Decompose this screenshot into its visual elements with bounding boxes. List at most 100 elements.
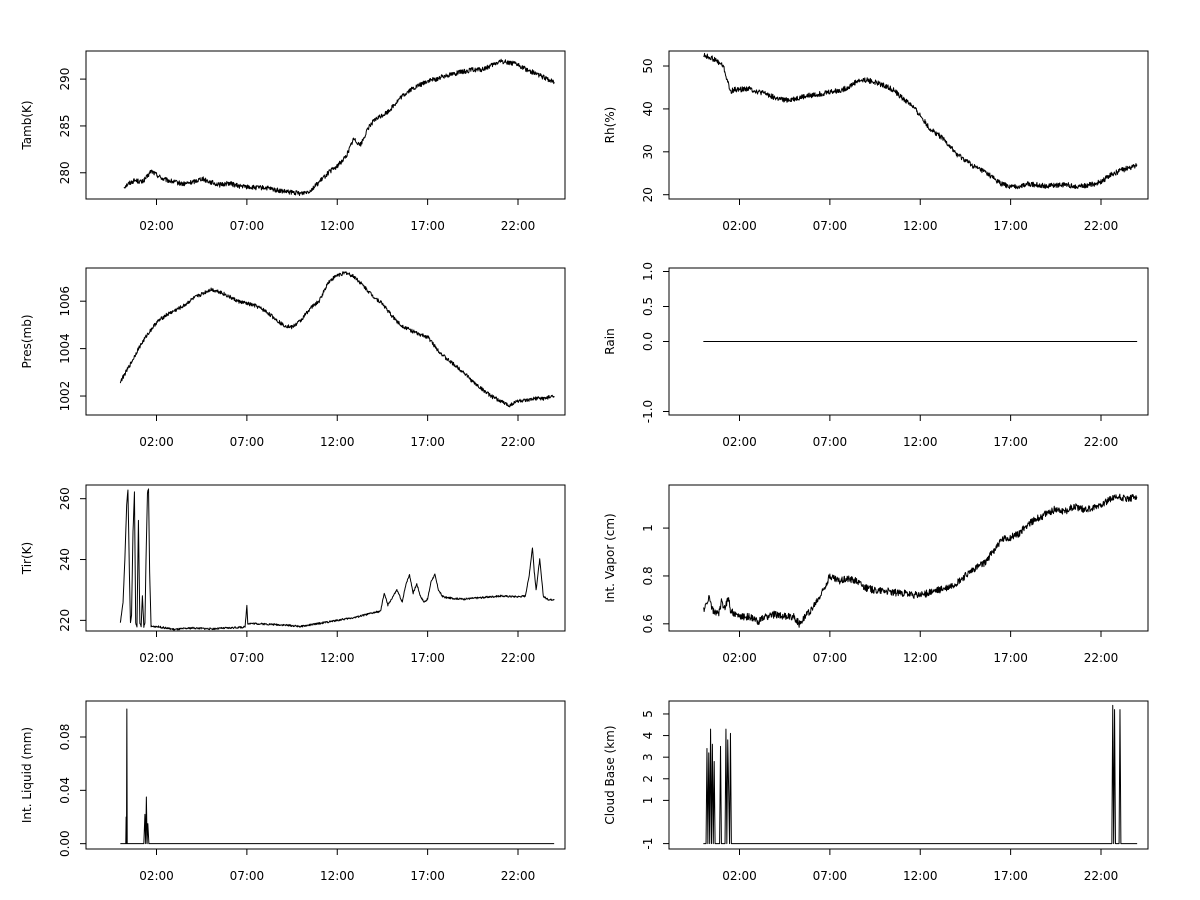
y-axis-title-tamb: Tamb(K): [20, 100, 34, 150]
x-tick-label-tir: 12:00: [320, 651, 355, 665]
x-tick-label-pres: 22:00: [501, 435, 536, 449]
x-tick-label-rain: 17:00: [993, 435, 1028, 449]
x-tick-label-cloudbase: 02:00: [722, 869, 757, 883]
plot-frame-tamb: [85, 50, 566, 200]
y-tick-label-tir: 260: [58, 487, 72, 510]
panel-cloudbase: 02:00 07:00 12:00 17:00 22:00 -1 1 2 3 4 5 Cloud Ba…: [603, 700, 1149, 883]
x-tick-label-liquid: 17:00: [410, 869, 445, 883]
panel-rain: 02:00 07:00 12:00 17:00 22:00 -1.0 0.0 0.5 1.0 Ra…: [603, 262, 1149, 449]
y-tick-label-rain: 1.0: [641, 262, 655, 281]
y-tick-label-cloudbase: 3: [641, 753, 655, 761]
x-tick-label-tamb: 22:00: [501, 219, 536, 233]
y-tick-label-rh: 30: [641, 144, 655, 159]
x-tick-label-tir: 17:00: [410, 651, 445, 665]
y-tick-label-liquid: 0.08: [58, 724, 72, 751]
x-tick-label-cloudbase: 07:00: [813, 869, 848, 883]
x-tick-label-cloudbase: 17:00: [993, 869, 1028, 883]
x-tick-label-tamb: 07:00: [230, 219, 265, 233]
x-tick-label-tamb: 02:00: [139, 219, 174, 233]
y-tick-label-pres: 1006: [58, 286, 72, 317]
x-tick-label-rh: 22:00: [1084, 219, 1119, 233]
y-tick-label-cloudbase: 4: [641, 732, 655, 740]
y-axis-title-tir: Tir(K): [20, 542, 34, 575]
series-line-cloudbase: [703, 704, 1138, 845]
y-axis-title-vapor: Int. Vapor (cm): [603, 513, 617, 602]
plot-frame-liquid: [85, 700, 566, 850]
panel-pres: 02:00 07:00 12:00 17:00 22:00 1002 1004 1006 Pre…: [20, 267, 566, 449]
x-tick-label-tir: 07:00: [230, 651, 265, 665]
x-tick-label-tamb: 12:00: [320, 219, 355, 233]
x-tick-label-rh: 12:00: [903, 219, 938, 233]
x-tick-label-vapor: 02:00: [722, 651, 757, 665]
series-line-tamb: [123, 58, 555, 197]
x-tick-label-cloudbase: 22:00: [1084, 869, 1119, 883]
y-tick-label-cloudbase: 2: [641, 775, 655, 783]
x-tick-label-liquid: 02:00: [139, 869, 174, 883]
plot-frame-pres: [85, 267, 566, 416]
x-tick-label-tir: 22:00: [501, 651, 536, 665]
y-axis-title-cloudbase: Cloud Base (km): [603, 725, 617, 824]
y-tick-label-rh: 50: [641, 58, 655, 73]
y-tick-label-tamb: 280: [58, 161, 72, 184]
plot-frame-vapor: [668, 484, 1149, 632]
panel-tamb: 02:00 07:00 12:00 17:00 22:00 280 285 290 Tamb(K…: [20, 50, 566, 233]
y-tick-label-vapor: 0.6: [641, 614, 655, 633]
y-axis-title-liquid: Int. Liquid (mm): [20, 727, 34, 823]
y-tick-label-cloudbase: 1: [641, 797, 655, 805]
x-tick-label-pres: 02:00: [139, 435, 174, 449]
x-tick-label-pres: 17:00: [410, 435, 445, 449]
series-line-pres: [119, 271, 555, 408]
x-tick-label-vapor: 17:00: [993, 651, 1028, 665]
plot-frame-cloudbase: [668, 700, 1149, 850]
y-tick-label-vapor: 0.8: [641, 566, 655, 585]
x-tick-label-rh: 17:00: [993, 219, 1028, 233]
y-tick-label-rh: 40: [641, 101, 655, 116]
y-tick-label-rain: -1.0: [641, 400, 655, 423]
x-tick-label-rain: 22:00: [1084, 435, 1119, 449]
y-tick-label-pres: 1004: [58, 333, 72, 364]
y-axis-title-rh: Rh(%): [603, 107, 617, 144]
x-tick-label-rain: 07:00: [813, 435, 848, 449]
x-tick-label-pres: 12:00: [320, 435, 355, 449]
y-tick-label-cloudbase: -1: [641, 838, 655, 850]
y-tick-label-rh: 20: [641, 187, 655, 202]
y-tick-label-pres: 1002: [58, 381, 72, 412]
plot-frame-tir: [85, 484, 566, 632]
x-tick-label-tamb: 17:00: [410, 219, 445, 233]
series-line-tir: [119, 488, 555, 631]
y-tick-label-tir: 220: [58, 609, 72, 632]
y-tick-label-tamb: 290: [58, 68, 72, 91]
x-tick-label-rain: 12:00: [903, 435, 938, 449]
x-tick-label-rain: 02:00: [722, 435, 757, 449]
x-tick-label-liquid: 12:00: [320, 869, 355, 883]
y-tick-label-rain: 0.5: [641, 297, 655, 316]
x-tick-label-liquid: 22:00: [501, 869, 536, 883]
x-tick-label-rh: 07:00: [813, 219, 848, 233]
x-tick-label-cloudbase: 12:00: [903, 869, 938, 883]
panel-tir: 02:00 07:00 12:00 17:00 22:00 220 240 260 Tir(K): [20, 484, 566, 665]
x-tick-label-liquid: 07:00: [230, 869, 265, 883]
series-line-liquid: [120, 708, 555, 845]
panel-vapor: 02:00 07:00 12:00 17:00 22:00 0.6 0.8 1 Int. Vap…: [603, 484, 1149, 665]
x-tick-label-vapor: 22:00: [1084, 651, 1119, 665]
series-line-vapor: [703, 493, 1138, 628]
y-tick-label-rain: 0.0: [641, 332, 655, 351]
panel-liquid: 02:00 07:00 12:00 17:00 22:00 0.00 0.04 0.08 Int…: [20, 700, 566, 883]
panel-rh: 02:00 07:00 12:00 17:00 22:00 20 30 40 50 Rh(%): [603, 50, 1149, 233]
y-tick-label-cloudbase: 5: [641, 710, 655, 718]
x-tick-label-tir: 02:00: [139, 651, 174, 665]
plot-frame-rh: [668, 50, 1149, 200]
y-tick-label-tir: 240: [58, 548, 72, 571]
y-axis-title-rain: Rain: [603, 328, 617, 354]
y-tick-label-liquid: 0.04: [58, 777, 72, 804]
y-tick-label-tamb: 285: [58, 114, 72, 137]
x-tick-label-vapor: 12:00: [903, 651, 938, 665]
x-tick-label-rh: 02:00: [722, 219, 757, 233]
series-line-rh: [703, 52, 1138, 190]
y-axis-title-pres: Pres(mb): [20, 315, 34, 369]
y-tick-label-vapor: 1: [641, 524, 655, 532]
y-tick-label-liquid: 0.00: [58, 830, 72, 857]
x-tick-label-pres: 07:00: [230, 435, 265, 449]
x-tick-label-vapor: 07:00: [813, 651, 848, 665]
